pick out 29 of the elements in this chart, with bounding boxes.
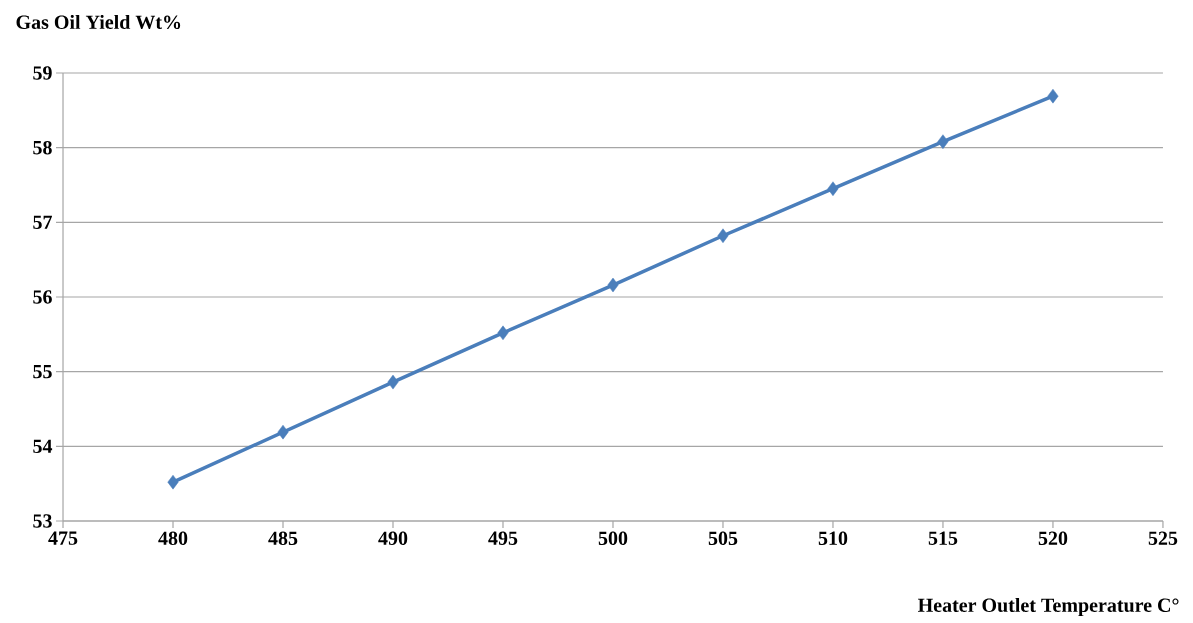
y-tick-label: 53	[33, 514, 52, 528]
point	[167, 474, 179, 490]
y-tick-label: 59	[33, 66, 52, 80]
x-tick-label: 520	[1038, 531, 1068, 546]
y-tick-label: 57	[33, 215, 52, 229]
point	[1047, 88, 1059, 104]
x-tick-label: 505	[708, 531, 738, 546]
y-tick-label: 54	[33, 439, 53, 453]
y-tick-label: 58	[33, 140, 52, 155]
x-axis-title: Heater Outlet Temperature C°	[918, 597, 1179, 617]
x-tick-label: 490	[378, 531, 408, 546]
y-axis-title: Gas Oil Yield Wt%	[16, 14, 181, 30]
point	[937, 134, 949, 149]
x-tick-label: 485	[268, 531, 298, 546]
x-tick-label: 515	[928, 531, 958, 545]
point	[717, 228, 729, 244]
x-tick-label: 495	[488, 531, 518, 545]
x-tick-label: 510	[818, 531, 848, 546]
point	[277, 424, 289, 440]
x-tick-label: 480	[158, 531, 188, 546]
y-tick-label: 55	[33, 365, 52, 379]
point	[607, 277, 619, 293]
x-tick-label: 475	[48, 531, 78, 545]
x-tick-label: 500	[598, 531, 628, 546]
point	[387, 374, 399, 390]
point	[827, 181, 839, 196]
x-tick-label: 525	[1148, 531, 1178, 545]
y-tick-label: 56	[33, 290, 52, 304]
point	[497, 325, 509, 341]
